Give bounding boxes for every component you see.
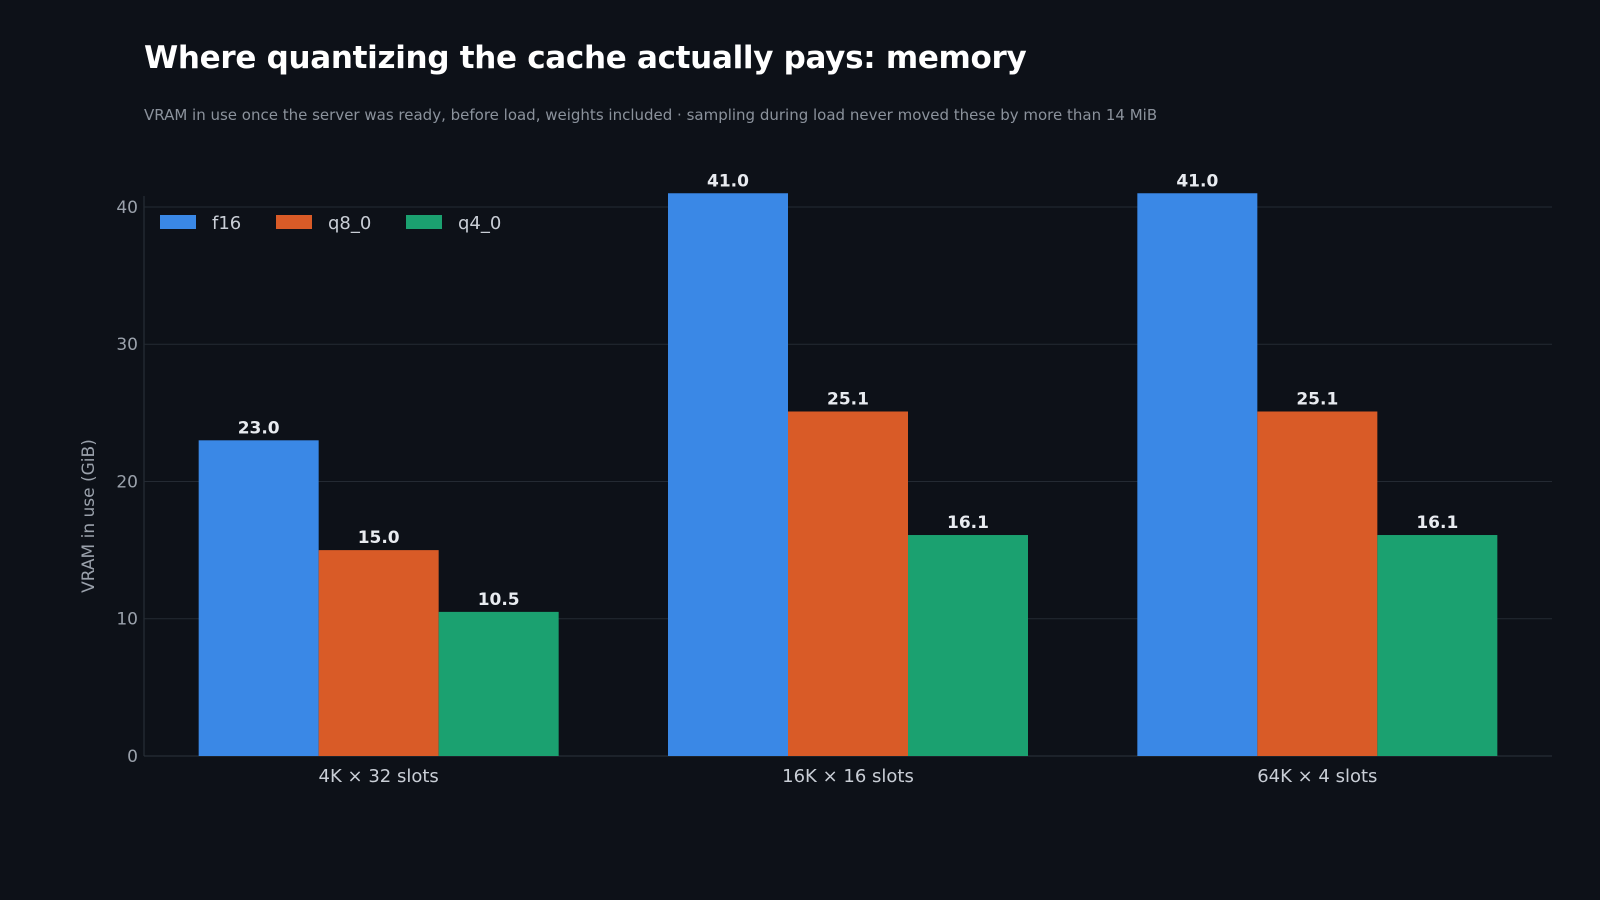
data-label: 10.5	[478, 590, 520, 610]
y-tick-label: 10	[116, 610, 138, 630]
y-tick-label: 30	[116, 335, 138, 355]
x-tick-label: 64K × 4 slots	[1257, 766, 1377, 787]
labels-layer: 0 10 20 30 40 23.0 15.0 10.5 4K × 32 slots 41.0 25…	[116, 171, 1458, 787]
data-label: 16.1	[947, 513, 989, 533]
legend-label-f16: f16	[212, 213, 241, 234]
legend-swatch-q8_0	[276, 215, 312, 229]
legend-label-q4_0: q4_0	[458, 213, 501, 234]
bar-f16-3	[1137, 193, 1258, 757]
bar-q4_0-3	[1377, 535, 1498, 756]
bar-f16-1	[198, 440, 319, 756]
bar-q8_0-2	[788, 411, 908, 756]
chart-subtitle: VRAM in use once the server was ready, b…	[144, 106, 1158, 124]
data-label: 25.1	[827, 389, 869, 409]
legend-swatch-f16	[160, 215, 196, 229]
data-label: 41.0	[1176, 171, 1218, 191]
data-label: 23.0	[238, 418, 280, 438]
x-tick-label: 16K × 16 slots	[782, 766, 914, 787]
bar-q4_0-1	[438, 611, 559, 756]
legend: f16 q8_0 q4_0	[160, 213, 501, 234]
data-label: 15.0	[358, 528, 400, 548]
data-label: 16.1	[1416, 513, 1458, 533]
data-label: 41.0	[707, 171, 749, 191]
y-tick-label: 20	[116, 472, 138, 492]
y-tick-label: 0	[127, 747, 138, 767]
y-tick-label: 40	[116, 198, 138, 218]
bar-q8_0-1	[318, 550, 439, 756]
legend-swatch-q4_0	[406, 215, 442, 229]
y-axis-title: VRAM in use (GiB)	[79, 439, 99, 593]
bar-f16-2	[668, 193, 788, 757]
bar-q8_0-3	[1257, 411, 1378, 756]
x-tick-label: 4K × 32 slots	[319, 766, 439, 787]
legend-label-q8_0: q8_0	[328, 213, 371, 234]
bar-q4_0-2	[908, 535, 1028, 756]
bars-layer	[198, 193, 1498, 757]
data-label: 25.1	[1296, 389, 1338, 409]
chart-title: Where quantizing the cache actually pays…	[144, 40, 1027, 76]
